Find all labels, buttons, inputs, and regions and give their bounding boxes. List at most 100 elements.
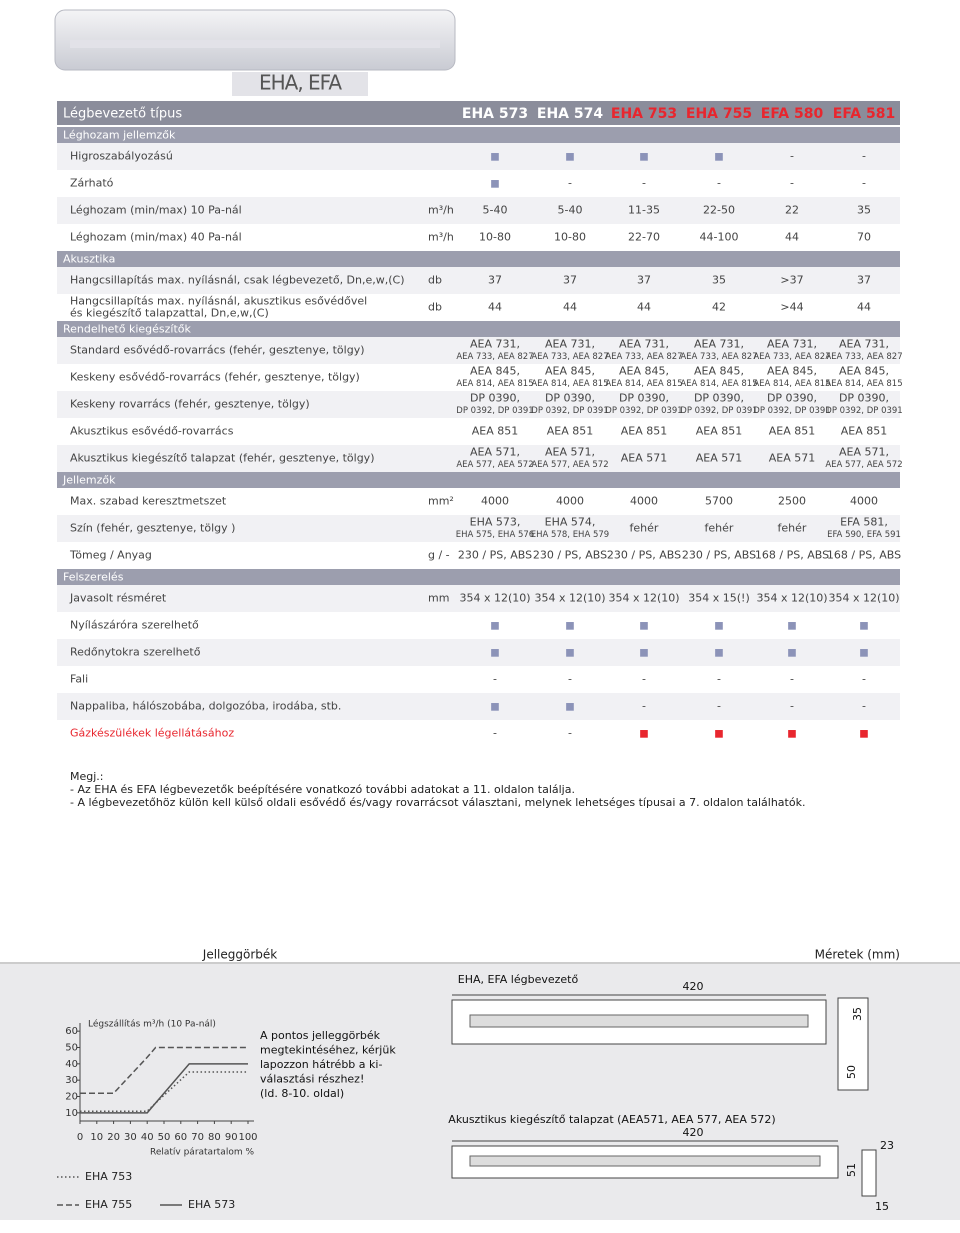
x-tick-label: 90: [225, 1132, 238, 1143]
section-title: Rendelhető kiegészítők: [63, 323, 192, 336]
cell-subline: AEA 814, AEA 815: [825, 379, 902, 389]
y-tick-label: 20: [65, 1092, 78, 1103]
y-tick-label: 30: [65, 1075, 78, 1086]
drawing-title: Akusztikus kiegészítő talapzat (AEA571, …: [448, 1113, 775, 1126]
cell: 5700: [705, 495, 733, 508]
cell-mark: ■: [565, 702, 574, 713]
cell: 168 / PS, ABS: [755, 549, 829, 562]
row-unit: db: [428, 301, 442, 314]
table-header: [57, 101, 900, 125]
cell-line: DP 0390,: [694, 392, 744, 405]
row-label: Szín (fehér, gesztenye, tölgy ): [70, 522, 235, 535]
cell: 230 / PS, ABS: [533, 549, 607, 562]
legend-label: EHA 755: [85, 1198, 132, 1211]
x-tick-label: 10: [90, 1132, 103, 1143]
cell: -: [862, 673, 866, 686]
section-title: Léghozam jellemzők: [63, 129, 176, 142]
row-label: Keskeny esővédő-rovarrács (fehér, geszte…: [70, 371, 360, 384]
y-tick-label: 10: [65, 1108, 78, 1119]
cell-line: AEA 571,: [470, 446, 520, 459]
cell-line: AEA 571,: [545, 446, 595, 459]
row-label: Tömeg / Anyag: [69, 549, 152, 562]
cell-mark: ■: [714, 621, 723, 632]
row-label: Léghozam (min/max) 10 Pa-nál: [70, 204, 242, 217]
section-bar: [57, 569, 900, 585]
row-unit: mm: [428, 592, 449, 605]
cell: 44: [637, 301, 651, 314]
cell-subline: DP 0392, DP 0391: [825, 406, 902, 416]
cell-mark: ■: [787, 729, 796, 740]
row-label: Léghozam (min/max) 40 Pa-nál: [70, 231, 242, 244]
page-title: EHA, EFA: [259, 71, 342, 95]
cell: 4000: [481, 495, 509, 508]
row-bg: [57, 445, 900, 472]
cell: 10-80: [479, 231, 511, 244]
cell: 5-40: [483, 204, 508, 217]
section-title: Jellemzők: [62, 474, 116, 487]
y-tick-label: 60: [65, 1026, 78, 1037]
legend-label: EHA 753: [85, 1170, 132, 1183]
cell: 37: [637, 274, 651, 287]
cell: 230 / PS, ABS: [607, 549, 681, 562]
cell-line: AEA 731,: [619, 338, 669, 351]
cell-mark: ■: [639, 152, 648, 163]
cell: 2500: [778, 495, 806, 508]
cell-subline: DP 0392, DP 0391: [456, 406, 533, 416]
cell: -: [790, 177, 794, 190]
device-side: [837, 997, 869, 1091]
dim-label: 23: [880, 1139, 894, 1152]
row-bg: [57, 364, 900, 391]
cell: AEA 851: [841, 425, 888, 438]
cell: >44: [780, 301, 803, 314]
cell-subline: AEA 577, AEA 572: [456, 460, 533, 470]
chart-title: Légszállítás m³/h (10 Pa-nál): [88, 1019, 216, 1030]
cell: 44: [857, 301, 871, 314]
cell-subline: DP 0392, DP 0391: [605, 406, 682, 416]
series-line: [80, 1046, 248, 1094]
cell-mark: ■: [859, 729, 868, 740]
curve-note: választási részhez!: [260, 1073, 364, 1086]
cell-line: AEA 845,: [470, 365, 520, 378]
cell: -: [642, 700, 646, 713]
cell: AEA 571: [696, 452, 743, 465]
cell-subline: AEA 733, AEA 827: [753, 352, 830, 362]
cell: 44: [785, 231, 799, 244]
cell: 37: [563, 274, 577, 287]
cell: 354 x 12(10): [608, 592, 679, 605]
cell-mark: ■: [859, 621, 868, 632]
cell-line: AEA 731,: [839, 338, 889, 351]
row-bg: [57, 294, 900, 321]
cell: -: [717, 700, 721, 713]
cell: 44: [488, 301, 502, 314]
cell: 354 x 12(10): [828, 592, 899, 605]
cell-line: AEA 731,: [545, 338, 595, 351]
cell: -: [493, 673, 497, 686]
cell: 70: [857, 231, 871, 244]
cell: AEA 571: [769, 452, 816, 465]
cell-line: EFA 581,: [840, 516, 888, 529]
dim-label: 35: [851, 1007, 864, 1021]
cell: -: [790, 673, 794, 686]
x-tick-label: 20: [107, 1132, 120, 1143]
cell-subline: AEA 814, AEA 815: [456, 379, 533, 389]
cell-subline: EFA 590, EFA 591: [827, 530, 901, 540]
cell: 10-80: [554, 231, 586, 244]
cell-subline: DP 0392, DP 0391: [531, 406, 608, 416]
cell-line: AEA 845,: [619, 365, 669, 378]
cell-line: AEA 845,: [694, 365, 744, 378]
cell: 5-40: [558, 204, 583, 217]
cell: -: [862, 150, 866, 163]
cell: -: [493, 727, 497, 740]
cell-subline: AEA 814, AEA 815: [753, 379, 830, 389]
series-line: [80, 1063, 248, 1114]
cell: -: [790, 700, 794, 713]
row-bg: [57, 337, 900, 364]
cell: 44-100: [700, 231, 739, 244]
dimensions-heading: Méretek (mm): [815, 948, 900, 962]
cell-subline: DP 0392, DP 0391: [753, 406, 830, 416]
cell-mark: ■: [565, 152, 574, 163]
cell: 354 x 12(10): [459, 592, 530, 605]
cell: 37: [488, 274, 502, 287]
row-label: Nappaliba, hálószobába, dolgozóba, irodá…: [70, 700, 341, 713]
row-label: Max. szabad keresztmetszet: [70, 495, 227, 508]
